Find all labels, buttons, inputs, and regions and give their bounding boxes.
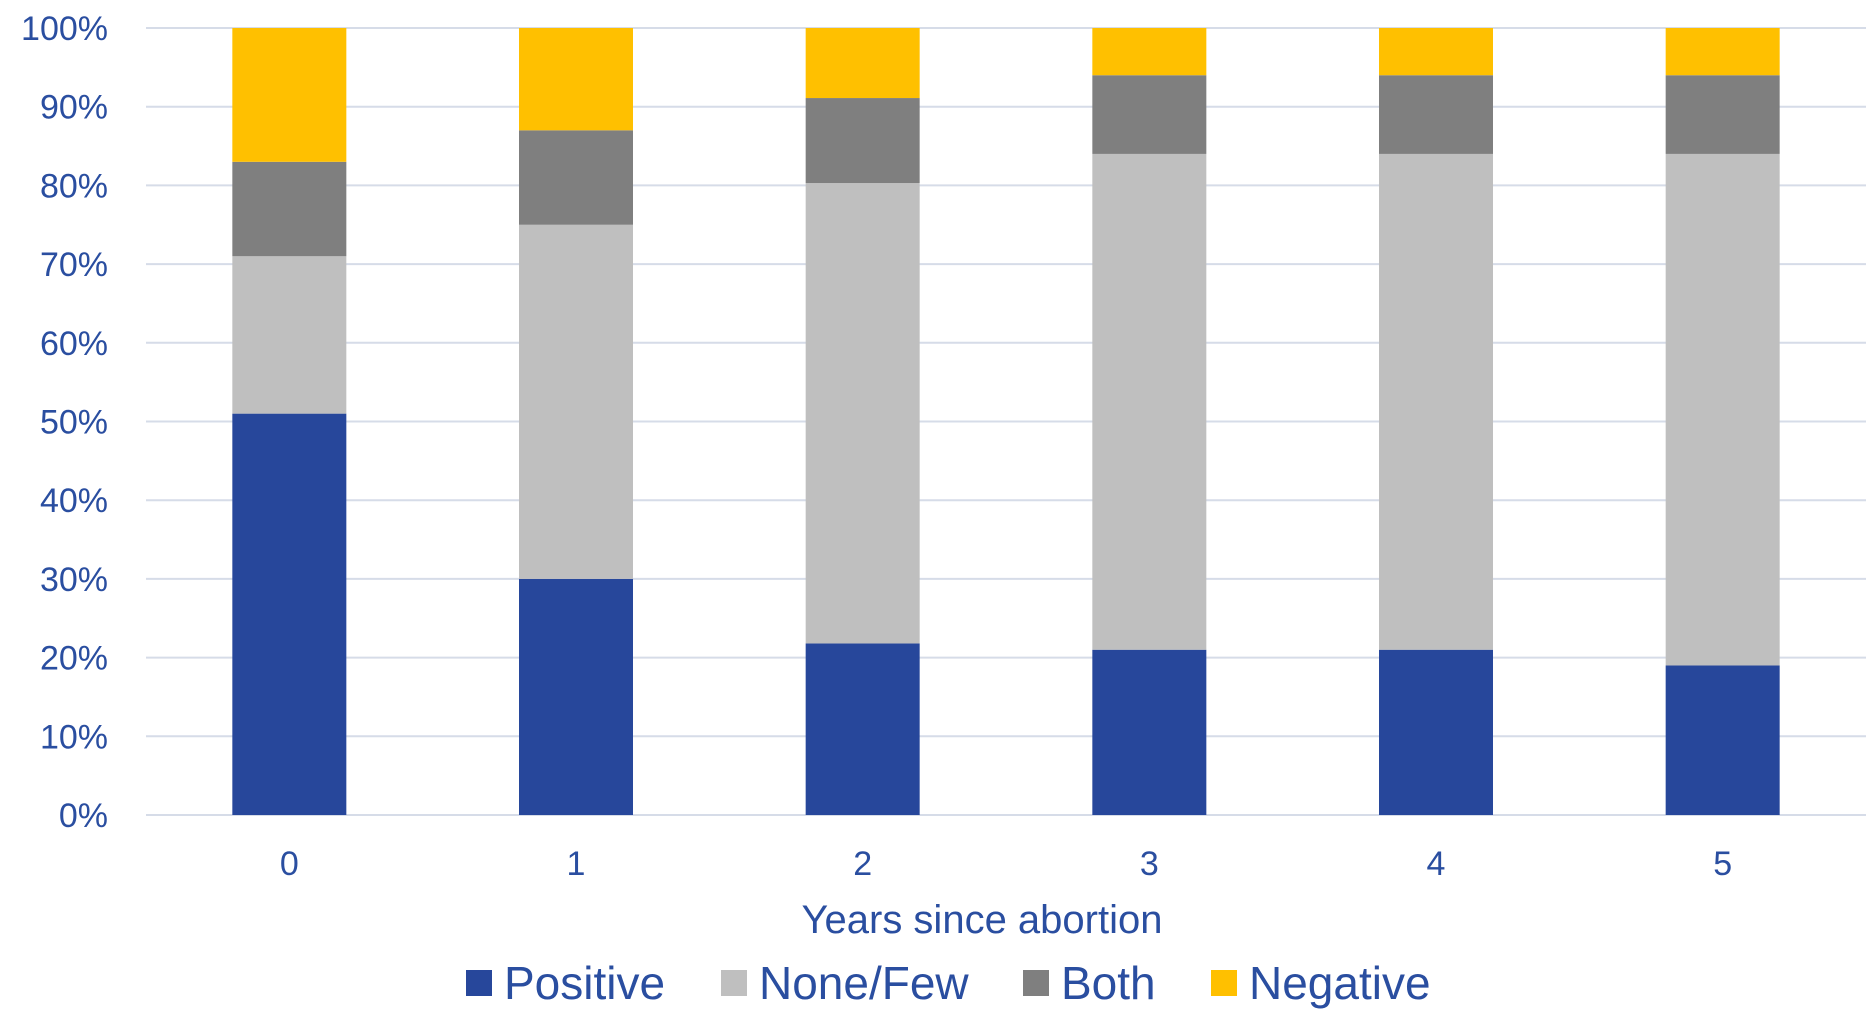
bar-segment-positive: [232, 413, 347, 815]
y-tick-label: 0%: [59, 797, 108, 835]
y-tick-label: 100%: [21, 10, 108, 48]
gridlines: [146, 27, 1866, 816]
bar-segment-negative: [1665, 28, 1780, 76]
y-tick-label: 60%: [40, 325, 108, 363]
bar-segment-none-few: [519, 224, 633, 579]
bar-segment-none-few: [1665, 153, 1780, 666]
bar-segment-negative: [1379, 28, 1493, 76]
x-tick-label: 4: [1427, 845, 1446, 883]
y-tick-label: 50%: [40, 404, 108, 442]
legend-swatch: [1211, 970, 1237, 996]
legend-label: Both: [1061, 957, 1156, 1009]
legend-item-positive: Positive: [466, 957, 665, 1009]
bar-segment-both: [805, 98, 920, 184]
y-tick-label: 40%: [40, 482, 108, 520]
bar-segment-none-few: [1379, 153, 1493, 650]
x-axis-ticks: 0 1 2 3 4 5: [280, 845, 1732, 883]
bar-segment-both: [519, 130, 633, 225]
legend-item-both: Both: [1023, 957, 1156, 1009]
bar-segment-both: [232, 161, 347, 257]
legend-label: Positive: [504, 957, 665, 1009]
legend-swatch: [466, 970, 492, 996]
y-axis-ticks: 0% 10% 20% 30% 40% 50% 60% 70% 80% 90% 100%: [21, 10, 108, 835]
bar-segment-both: [1092, 75, 1207, 154]
bar-segment-negative: [805, 28, 920, 99]
y-tick-label: 70%: [40, 246, 108, 284]
legend-swatch: [1023, 970, 1049, 996]
legend-label: None/Few: [759, 957, 969, 1009]
x-axis-title: Years since abortion: [802, 898, 1163, 942]
y-tick-label: 80%: [40, 167, 108, 205]
x-tick-label: 5: [1713, 845, 1732, 883]
bar-segment-none-few: [1092, 153, 1207, 650]
bar-segment-positive: [1665, 665, 1780, 815]
bar-segment-negative: [519, 28, 633, 131]
x-tick-label: 3: [1140, 845, 1159, 883]
y-tick-label: 90%: [40, 89, 108, 127]
legend-label: Negative: [1249, 957, 1431, 1009]
legend-item-none-few: None/Few: [721, 957, 969, 1009]
bar-segment-negative: [1092, 28, 1207, 76]
x-tick-label: 0: [280, 845, 299, 883]
y-tick-label: 10%: [40, 718, 108, 756]
y-tick-label: 20%: [40, 640, 108, 678]
bar-segment-positive: [519, 578, 633, 815]
legend-swatch: [721, 970, 747, 996]
bar-segment-negative: [232, 28, 347, 162]
x-tick-label: 1: [567, 845, 586, 883]
legend-item-negative: Negative: [1211, 957, 1431, 1009]
bar-segment-both: [1665, 75, 1780, 154]
bar-segment-none-few: [805, 183, 920, 644]
bar-segment-positive: [805, 643, 920, 815]
bar-segment-none-few: [232, 256, 347, 414]
bar-segment-positive: [1379, 649, 1493, 815]
y-tick-label: 30%: [40, 561, 108, 599]
bar-segment-positive: [1092, 649, 1207, 815]
legend: Positive None/Few Both Negative: [466, 957, 1431, 1009]
x-tick-label: 2: [853, 845, 872, 883]
bar-segment-both: [1379, 75, 1493, 154]
bars: [232, 28, 1780, 815]
